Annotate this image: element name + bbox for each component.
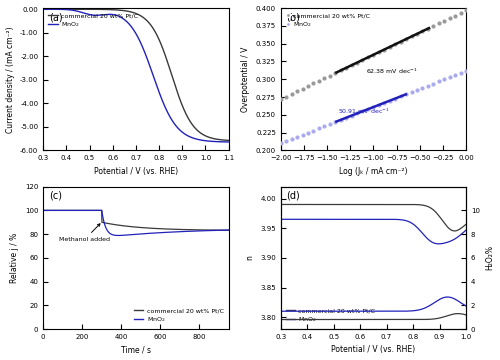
Y-axis label: H₂O₂%: H₂O₂% bbox=[486, 246, 494, 270]
Point bbox=[462, 8, 470, 13]
Point bbox=[370, 104, 378, 110]
Point bbox=[413, 87, 421, 93]
X-axis label: Potential / V (vs. RHE): Potential / V (vs. RHE) bbox=[332, 346, 415, 355]
Y-axis label: Relative j / %: Relative j / % bbox=[10, 233, 20, 283]
Text: (b): (b) bbox=[286, 12, 300, 22]
Text: (d): (d) bbox=[286, 191, 300, 201]
Point bbox=[336, 117, 344, 123]
Point bbox=[358, 108, 366, 114]
Point bbox=[451, 13, 459, 18]
Point bbox=[315, 78, 323, 84]
Point bbox=[342, 115, 350, 121]
Point bbox=[326, 121, 334, 127]
Point bbox=[440, 18, 448, 24]
Point bbox=[435, 21, 443, 26]
Point bbox=[396, 39, 404, 45]
Point bbox=[276, 140, 284, 146]
Text: (c): (c) bbox=[49, 191, 62, 201]
Point bbox=[348, 62, 356, 68]
Point bbox=[336, 68, 344, 73]
Point bbox=[370, 52, 378, 58]
Point bbox=[342, 65, 350, 71]
Point bbox=[331, 70, 339, 76]
Y-axis label: n: n bbox=[246, 255, 254, 260]
Legend: commercial 20 wt% Pt/C, MnO$_2$: commercial 20 wt% Pt/C, MnO$_2$ bbox=[132, 306, 226, 326]
Point bbox=[446, 15, 454, 21]
Point bbox=[402, 36, 410, 42]
Point bbox=[304, 83, 312, 89]
Point bbox=[396, 94, 404, 99]
Point bbox=[375, 49, 383, 55]
X-axis label: Log (Jₖ / mA cm⁻²): Log (Jₖ / mA cm⁻²) bbox=[339, 167, 407, 176]
Point bbox=[293, 89, 301, 94]
Point bbox=[402, 91, 410, 97]
Point bbox=[293, 134, 301, 140]
Point bbox=[408, 33, 416, 39]
Point bbox=[310, 128, 318, 134]
Point bbox=[456, 10, 464, 16]
Point bbox=[282, 138, 290, 144]
Point bbox=[304, 130, 312, 135]
Point bbox=[451, 72, 459, 78]
Point bbox=[298, 86, 306, 91]
Point bbox=[320, 75, 328, 81]
Point bbox=[391, 41, 399, 47]
Point bbox=[456, 70, 464, 76]
Point bbox=[435, 78, 443, 84]
Point bbox=[364, 54, 372, 60]
Point bbox=[326, 73, 334, 78]
Point bbox=[391, 96, 399, 102]
Point bbox=[380, 47, 388, 53]
Point bbox=[276, 96, 284, 102]
Point bbox=[310, 81, 318, 86]
Point bbox=[320, 123, 328, 129]
Text: 62.38 mV dec$^{-1}$: 62.38 mV dec$^{-1}$ bbox=[366, 67, 418, 76]
Point bbox=[408, 89, 416, 95]
Legend: commercial 20 wt% Pt/C, MnO$_2$: commercial 20 wt% Pt/C, MnO$_2$ bbox=[284, 11, 372, 31]
Legend: commercial 20 wt% Pt/C, MnO$_2$: commercial 20 wt% Pt/C, MnO$_2$ bbox=[46, 11, 140, 31]
X-axis label: Potential / V (vs. RHE): Potential / V (vs. RHE) bbox=[94, 167, 178, 176]
Point bbox=[298, 132, 306, 138]
Point bbox=[315, 126, 323, 131]
Point bbox=[446, 74, 454, 80]
Point bbox=[353, 111, 361, 116]
Point bbox=[282, 94, 290, 99]
Point bbox=[364, 106, 372, 112]
Point bbox=[418, 85, 426, 91]
Point bbox=[358, 57, 366, 63]
Point bbox=[348, 113, 356, 118]
Y-axis label: Overpotential / V: Overpotential / V bbox=[241, 46, 250, 112]
X-axis label: Time / s: Time / s bbox=[121, 346, 151, 355]
Text: Methanol added: Methanol added bbox=[59, 224, 110, 242]
Point bbox=[380, 100, 388, 106]
Point bbox=[386, 44, 394, 50]
Point bbox=[353, 60, 361, 66]
Point bbox=[430, 23, 438, 29]
Point bbox=[462, 68, 470, 74]
Text: (a): (a) bbox=[49, 12, 62, 22]
Point bbox=[440, 76, 448, 82]
Text: 50.91 mV dec$^{-1}$: 50.91 mV dec$^{-1}$ bbox=[338, 107, 390, 116]
Point bbox=[386, 98, 394, 104]
Point bbox=[424, 83, 432, 89]
Point bbox=[331, 119, 339, 125]
Point bbox=[424, 26, 432, 32]
Y-axis label: Current density / (mA cm⁻²): Current density / (mA cm⁻²) bbox=[6, 26, 15, 132]
Point bbox=[430, 81, 438, 86]
Point bbox=[288, 136, 296, 142]
Point bbox=[375, 102, 383, 108]
Point bbox=[288, 91, 296, 97]
Point bbox=[418, 28, 426, 34]
Point bbox=[413, 31, 421, 37]
Legend: commercial 20 wt% Pt/C, MnO$_2$: commercial 20 wt% Pt/C, MnO$_2$ bbox=[284, 306, 377, 326]
